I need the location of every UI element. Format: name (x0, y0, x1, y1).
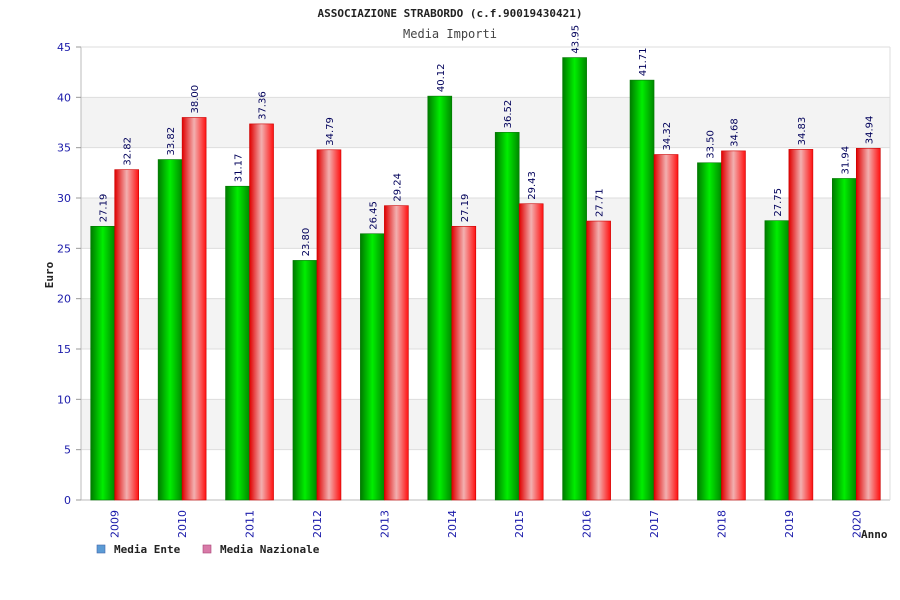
y-tick-label: 40 (57, 91, 71, 104)
legend-swatch-media-ente (96, 544, 106, 554)
x-tick-label: 2009 (109, 510, 122, 538)
value-label: 31.94 (840, 146, 851, 175)
legend-label-media-nazionale: Media Nazionale (220, 543, 320, 556)
bar-media-ente-2019 (764, 220, 790, 501)
grid-band (81, 298, 890, 349)
value-label: 26.45 (368, 201, 379, 230)
value-label: 36.52 (503, 100, 514, 129)
bar-media-ente-2014 (427, 95, 453, 501)
y-tick-label: 0 (64, 494, 71, 507)
value-label: 27.19 (460, 194, 471, 223)
y-tick-label: 15 (57, 343, 71, 356)
grid-band (81, 449, 890, 500)
value-label: 34.83 (797, 117, 808, 146)
x-tick-label: 2017 (648, 510, 661, 538)
bar-media-ente-2015 (494, 132, 520, 501)
y-tick-label: 30 (57, 192, 71, 205)
grid-band (81, 349, 890, 400)
x-tick-label: 2010 (176, 510, 189, 538)
value-label: 38.00 (190, 85, 201, 114)
x-tick-label: 2012 (311, 510, 324, 538)
value-label: 40.12 (436, 63, 447, 92)
grid-band (81, 198, 890, 249)
value-label: 34.32 (662, 122, 673, 151)
value-label: 27.71 (595, 188, 606, 217)
value-label: 34.79 (325, 117, 336, 146)
y-axis-ticks: 0 5 10 15 20 25 30 35 40 45 (57, 41, 81, 507)
x-tick-label: 2013 (378, 510, 391, 538)
grid-band (81, 147, 890, 198)
value-label: 29.43 (527, 171, 538, 200)
x-tick-label: 2011 (244, 510, 257, 538)
x-tick-label: 2019 (783, 510, 796, 538)
value-label: 29.24 (392, 173, 403, 202)
grid-band (81, 248, 890, 299)
x-tick-label: 2018 (715, 510, 728, 538)
grid-band (81, 47, 890, 98)
bar-media-nazionale-2018 (721, 150, 746, 501)
value-label: 27.75 (773, 188, 784, 217)
value-label: 43.95 (571, 25, 582, 54)
plot-background (81, 47, 890, 500)
x-tick-label: 2016 (581, 510, 594, 538)
bars (90, 57, 881, 501)
bar-media-ente-2009 (90, 225, 116, 501)
value-label: 23.80 (301, 228, 312, 257)
x-axis-label: Anno (861, 528, 888, 541)
y-tick-label: 35 (57, 142, 71, 155)
bar-media-ente-2013 (360, 233, 385, 501)
y-tick-label: 45 (57, 41, 71, 54)
value-label: 33.50 (705, 130, 716, 159)
value-label: 33.82 (166, 127, 177, 156)
value-label: 32.82 (123, 137, 134, 166)
legend-swatch-media-nazionale (202, 544, 212, 554)
bar-media-nazionale-2019 (788, 149, 814, 501)
grid-lines (80, 46, 891, 501)
bar-media-ente-2018 (697, 162, 722, 501)
bar-media-ente-2010 (157, 159, 183, 501)
y-axis-label: Euro (43, 261, 56, 288)
value-labels: 27.19 32.82 33.82 38.00 31.17 37.36 23.80 34.79… (99, 25, 876, 256)
bar-media-nazionale-2017 (653, 154, 679, 501)
value-label: 41.71 (638, 47, 649, 76)
bar-media-nazionale-2010 (181, 117, 207, 501)
y-tick-label: 25 (57, 242, 71, 255)
bar-media-nazionale-2011 (249, 123, 274, 501)
bar-media-nazionale-2015 (518, 203, 544, 501)
x-tick-label: 2015 (513, 510, 526, 538)
bar-media-ente-2011 (225, 185, 250, 501)
grid-band (81, 97, 890, 148)
grid-band (81, 399, 890, 450)
bar-media-ente-2012 (292, 260, 318, 501)
legend: Media Ente Media Nazionale (96, 543, 320, 556)
x-tick-label: 2014 (446, 510, 459, 538)
y-tick-label: 10 (57, 393, 71, 406)
value-label: 34.68 (729, 118, 740, 147)
bar-media-nazionale-2020 (855, 147, 881, 501)
y-tick-label: 20 (57, 293, 71, 306)
value-label: 27.19 (99, 194, 110, 223)
bar-media-ente-2016 (562, 57, 587, 501)
bar-media-nazionale-2009 (114, 169, 140, 501)
value-label: 31.17 (234, 154, 245, 183)
bar-media-nazionale-2012 (316, 149, 342, 501)
chart-title: ASSOCIAZIONE STRABORDO (c.f.90019430421) (318, 7, 583, 20)
y-tick-label: 5 (64, 444, 71, 457)
bar-media-nazionale-2016 (586, 220, 611, 501)
chart-subtitle: Media Importi (403, 27, 497, 41)
value-label: 34.94 (864, 116, 875, 145)
x-axis-ticks: 2009 2010 2011 2012 2013 2014 2015 2016 2017 2018… (109, 510, 864, 538)
value-label: 37.36 (258, 91, 269, 120)
legend-label-media-ente: Media Ente (114, 543, 181, 556)
bar-media-nazionale-2013 (384, 205, 409, 501)
x-tick-label: 2020 (850, 510, 863, 538)
bar-media-nazionale-2014 (451, 225, 477, 501)
bar-media-ente-2017 (629, 79, 655, 501)
bar-media-ente-2020 (831, 178, 857, 501)
